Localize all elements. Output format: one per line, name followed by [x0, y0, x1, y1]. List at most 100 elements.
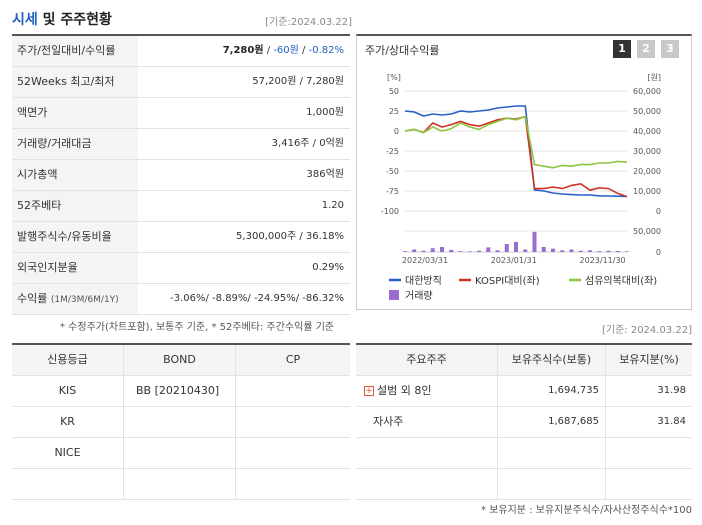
cp-cell: [236, 469, 350, 499]
table-row: [12, 469, 350, 500]
table-row: KR: [12, 407, 350, 438]
volume-bar: [495, 250, 500, 252]
right-tick-label: 20,000: [633, 167, 661, 176]
table-row: NICE: [12, 438, 350, 469]
row-label: 시가총액: [12, 160, 138, 190]
legend-label: 섬유의복대비(좌): [585, 275, 657, 287]
volume-bar: [440, 246, 444, 252]
holder-pct-cell: 31.84: [657, 416, 686, 427]
row-value: 57,200원 / 7,280원: [252, 76, 344, 87]
right-tick-label: 40,000: [633, 127, 661, 136]
volume-tick-label: 50,000: [633, 227, 661, 236]
expand-plus-icon[interactable]: +: [364, 386, 374, 396]
volume-bar: [597, 251, 602, 252]
header-cell: 주요주주: [356, 345, 498, 375]
right-tick-label: 60,000: [633, 87, 661, 96]
table-header-row: 신용등급 BOND CP: [12, 345, 350, 376]
agency-cell: KR: [12, 407, 124, 437]
row-value: 5,300,000주 / 36.18%: [236, 231, 344, 242]
agency-cell: NICE: [12, 438, 124, 468]
left-tick-label: -75: [386, 187, 399, 196]
table-row: 자사주 1,687,685 31.84: [356, 407, 692, 438]
header-cell: CP: [285, 353, 301, 366]
note-left: * 수정주가(차트포함), 보통주 기준, * 52주베타: 주간수익률 기준: [60, 322, 335, 333]
row-value: 0.29%: [312, 262, 344, 273]
right-tick-label: 30,000: [633, 147, 661, 156]
left-tick-label: 50: [389, 87, 399, 96]
volume-bar: [477, 250, 481, 252]
returns-label: 수익률: [17, 292, 48, 305]
title-highlight: 시세: [12, 12, 38, 28]
row-price: 주가/전일대비/수익률 7,280원 / -60원 / -0.82%: [12, 36, 350, 67]
legend-label: 거래량: [405, 290, 433, 302]
base-date-top: [기준:2024.03.22]: [265, 17, 352, 28]
row-volume: 거래량/거래대금 3,416주 / 0억원: [12, 129, 350, 160]
chart-panel: 주가/상대수익률 1 2 3 [%] [원] 50 25 0 -25 -50 -75 -100 6…: [356, 34, 692, 310]
left-tick-label: -25: [386, 147, 399, 156]
volume-bar: [486, 247, 491, 252]
right-tick-label: 10,000: [633, 187, 661, 196]
x-tick-label: 2022/03/31: [402, 256, 448, 265]
holder-name-cell: [356, 438, 498, 468]
row-label: 액면가: [12, 98, 138, 128]
cp-cell: [236, 438, 350, 468]
volume-bar: [523, 249, 528, 252]
left-tick-label: -50: [386, 167, 399, 176]
right-tick-label: 0: [656, 207, 661, 216]
holder-name-link[interactable]: 설범 외 8인: [377, 384, 432, 397]
row-mcap: 시가총액 386억원: [12, 160, 350, 191]
row-foreign: 외국인지분율 0.29%: [12, 253, 350, 284]
price-table: 주가/전일대비/수익률 7,280원 / -60원 / -0.82% 52Wee…: [12, 34, 350, 315]
volume-bar: [588, 250, 592, 252]
row-label: 52주베타: [12, 191, 138, 221]
holder-name-cell: 자사주: [356, 407, 498, 437]
section-title: 시세 및 주주현황: [12, 9, 112, 29]
table-header-row: 주요주주 보유주식수(보통) 보유지분(%): [356, 345, 692, 376]
chart-page-2-button[interactable]: 2: [637, 40, 655, 58]
row-52w: 52Weeks 최고/최저 57,200원 / 7,280원: [12, 67, 350, 98]
legend-swatch: [389, 290, 399, 300]
volume-bar: [458, 251, 463, 252]
row-label: 발행주식수/유동비율: [12, 222, 138, 252]
chart-page-3-button[interactable]: 3: [661, 40, 679, 58]
legend-label: 대한방직: [405, 275, 442, 287]
volume-bar: [551, 248, 555, 252]
cp-cell: [236, 376, 350, 406]
holder-name-cell: [356, 469, 498, 499]
row-returns: 수익률 (1M/3M/6M/1Y) -3.06%/ -8.89%/ -24.95…: [12, 284, 350, 315]
chart-page-1-button[interactable]: 1: [613, 40, 631, 58]
holder-shares-cell: 1,687,685: [498, 407, 606, 437]
volume-bar: [578, 250, 583, 252]
price-change: -60원: [273, 45, 299, 56]
header-cell: 신용등급: [12, 345, 124, 375]
volume-bar: [606, 250, 611, 252]
left-tick-label: 25: [389, 107, 399, 116]
header-cell: 보유지분(%): [619, 353, 679, 366]
row-label: 거래량/거래대금: [12, 129, 138, 159]
volume-tick-label: 0: [656, 248, 661, 257]
left-axis-unit: [%]: [387, 73, 401, 82]
volume-bar: [541, 246, 546, 252]
bond-cell: [124, 407, 236, 437]
holder-shares-cell: 1,694,735: [498, 376, 606, 406]
holder-name-cell: + 설범 외 8인: [356, 376, 498, 406]
row-label: 주가/전일대비/수익률: [12, 36, 138, 66]
bond-cell: [124, 438, 236, 468]
note-right: * 보유지분 : 보유지분주식수/자사산정주식수*100: [481, 505, 692, 516]
holder-pct-cell: 31.98: [657, 385, 686, 396]
row-value: 386억원: [306, 169, 345, 180]
volume-bar: [569, 249, 574, 252]
bond-cell: [124, 469, 236, 499]
holder-pct-cell: [606, 438, 692, 468]
right-axis-unit: [원]: [647, 73, 661, 82]
row-label: 수익률 (1M/3M/6M/1Y): [12, 284, 138, 314]
holder-shares-cell: [498, 438, 606, 468]
volume-bar: [514, 241, 518, 252]
x-tick-label: 2023/01/31: [491, 256, 537, 265]
volume-bar: [615, 250, 620, 252]
row-beta: 52주베타 1.20: [12, 191, 350, 222]
base-date-bottom: [기준: 2024.03.22]: [601, 325, 692, 336]
table-row: KIS BB [20210430]: [12, 376, 350, 407]
chart-title: 주가/상대수익률: [365, 44, 440, 57]
volume-bar: [449, 249, 454, 252]
